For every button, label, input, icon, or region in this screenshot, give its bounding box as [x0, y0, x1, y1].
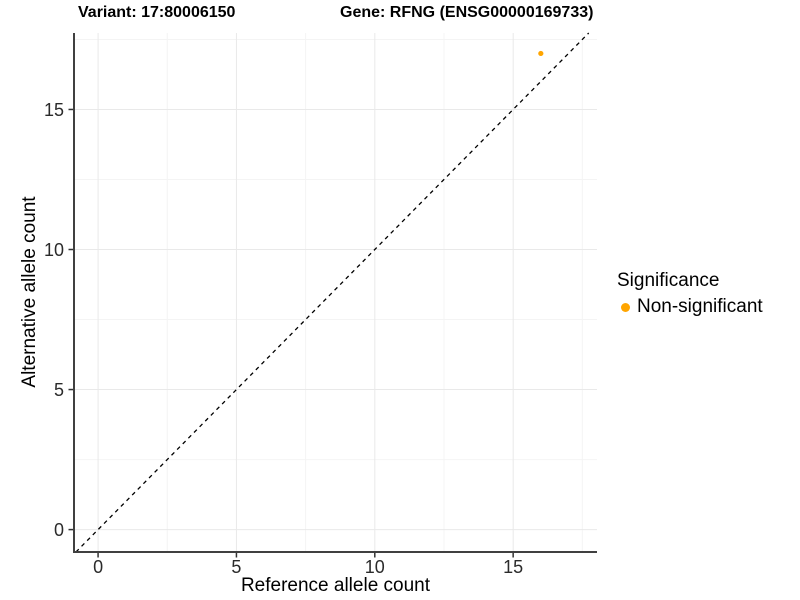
- legend-point-icon: [621, 302, 630, 312]
- major-gridlines: [74, 33, 597, 552]
- legend-title: Significance: [617, 270, 720, 291]
- x-tick-label: 5: [231, 557, 241, 577]
- axis-lines: [73, 33, 597, 553]
- x-tick-labels: 0 5 10 15: [93, 557, 523, 577]
- legend: Significance Non-significant: [617, 269, 763, 318]
- variant-title: Variant: 17:80006150: [78, 4, 236, 21]
- data-points: [538, 50, 544, 57]
- y-tick-label: 10: [44, 240, 64, 260]
- axis-ticks: [68, 108, 514, 558]
- y-tick-label: 0: [54, 520, 64, 540]
- x-tick-label: 0: [93, 557, 103, 577]
- y-tick-label: 15: [44, 100, 64, 120]
- minor-gridlines: [74, 33, 597, 552]
- x-axis-title: Reference allele count: [240, 575, 431, 596]
- gene-title: Gene: RFNG (ENSG00000169733): [340, 4, 594, 21]
- y-axis-title: Alternative allele count: [19, 196, 40, 388]
- y-tick-labels: 0 5 10 15: [44, 100, 64, 540]
- legend-item-label: Non-significant: [637, 296, 763, 317]
- legend-item-non-significant: Non-significant: [617, 296, 763, 318]
- x-tick-label: 10: [365, 557, 385, 577]
- x-tick-label: 15: [503, 557, 523, 577]
- identity-line: [75, 32, 590, 553]
- y-tick-label: 5: [54, 380, 64, 400]
- data-point: [538, 50, 544, 57]
